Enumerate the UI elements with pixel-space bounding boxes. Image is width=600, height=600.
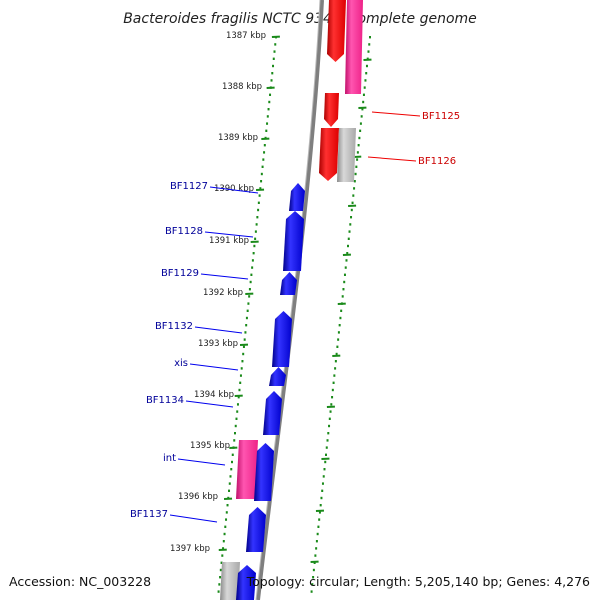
gene-label[interactable]: BF1127 — [170, 181, 208, 192]
gene-arrow-red[interactable] — [327, 0, 346, 62]
gene-label-leader — [194, 326, 243, 334]
gene-label-leader — [200, 273, 249, 280]
gene-arrow-blue[interactable] — [246, 507, 266, 552]
gene-arrow-gray[interactable] — [337, 128, 356, 182]
gene-arrow-blue[interactable] — [236, 565, 256, 600]
gene-track — [220, 0, 363, 600]
gene-label[interactable]: BF1125 — [422, 111, 460, 122]
gene-arrow-blue[interactable] — [289, 183, 305, 211]
gene-label[interactable]: xis — [174, 358, 188, 369]
gene-label-leader — [371, 111, 421, 117]
scale-label: 1391 kbp — [209, 236, 249, 246]
gene-label[interactable]: BF1126 — [418, 156, 456, 167]
scale-label: 1394 kbp — [194, 390, 234, 400]
genome-summary-text: Topology: circular; Length: 5,205,140 bp… — [246, 574, 590, 589]
gene-arrow-blue[interactable] — [254, 443, 274, 501]
outer-tick-ring — [310, 36, 372, 593]
gene-arrow-red[interactable] — [319, 128, 339, 181]
scale-label: 1393 kbp — [198, 339, 238, 349]
gene-label-leader — [177, 458, 226, 466]
gene-label-leader — [204, 231, 254, 238]
map-title: Bacteroides fragilis NCTC 9343, complete… — [123, 11, 477, 27]
gene-arrow-red[interactable] — [324, 93, 339, 127]
scale-label: 1395 kbp — [190, 441, 230, 451]
gene-label[interactable]: BF1128 — [165, 226, 203, 237]
gene-label-leader — [185, 400, 234, 408]
gene-label[interactable]: BF1132 — [155, 321, 193, 332]
gene-label-leader — [367, 156, 417, 162]
inner-tick-ring — [217, 35, 280, 593]
scale-label: 1388 kbp — [222, 82, 262, 92]
gene-arrow-blue[interactable] — [269, 367, 286, 386]
gene-label-leader — [169, 514, 218, 523]
gene-arrow-blue[interactable] — [280, 272, 297, 295]
gene-label-leader — [209, 186, 259, 194]
gene-arrow-pink[interactable] — [236, 440, 258, 499]
gene-label[interactable]: int — [163, 453, 176, 464]
gene-label[interactable]: BF1129 — [161, 268, 199, 279]
scale-label: 1397 kbp — [170, 544, 210, 554]
scale-label: 1387 kbp — [226, 31, 266, 41]
gene-labels: BF1125 BF1126 BF1127 BF1128 BF1129 BF1132 xis B… — [130, 111, 460, 523]
gene-label-leader — [189, 363, 239, 371]
gene-arrow-pink[interactable] — [345, 0, 363, 94]
scale-label: 1396 kbp — [178, 492, 218, 502]
accession-text: Accession: NC_003228 — [9, 574, 151, 589]
genome-backbone — [256, 0, 324, 600]
gene-arrow-blue[interactable] — [263, 391, 282, 435]
gene-arrow-gray[interactable] — [220, 562, 240, 600]
genome-backbone-highlight — [255, 0, 321, 600]
gene-arrow-blue[interactable] — [283, 211, 304, 271]
gene-arrow-blue[interactable] — [272, 311, 292, 367]
gene-label[interactable]: BF1137 — [130, 509, 168, 520]
gene-label[interactable]: BF1134 — [146, 395, 184, 406]
scale-label: 1392 kbp — [203, 288, 243, 298]
scale-label: 1390 kbp — [214, 184, 254, 194]
scale-label: 1389 kbp — [218, 133, 258, 143]
scale-labels: 1387 kbp 1388 kbp 1389 kbp 1390 kbp 1391 kbp… — [170, 31, 266, 554]
